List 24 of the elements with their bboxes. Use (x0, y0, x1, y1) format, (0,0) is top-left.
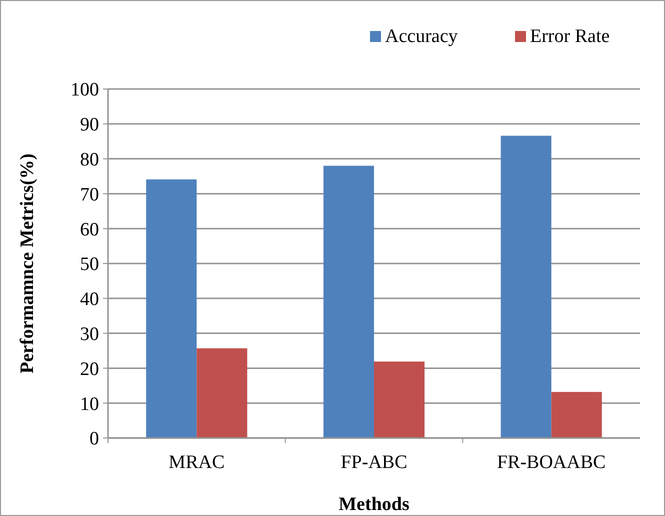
bar (500, 136, 552, 438)
y-tick-label: 90 (80, 114, 99, 136)
bar (196, 348, 248, 438)
legend-label: Error Rate (530, 26, 610, 47)
y-tick-label: 60 (80, 219, 99, 240)
x-axis-title: Methods (338, 494, 410, 515)
y-tick-label: 100 (70, 80, 99, 101)
y-tick-label: 0 (90, 428, 99, 450)
y-tick-label: 40 (80, 289, 99, 310)
y-tick-label: 10 (80, 394, 99, 415)
y-tick-label: 50 (80, 254, 99, 276)
x-tick-label: FR-BOAABC (496, 452, 606, 473)
y-tick-label: 20 (80, 358, 99, 380)
y-tick-label: 70 (80, 184, 99, 206)
y-axis-title: Performamnce Metrics(%) (17, 154, 38, 374)
x-tick-label: MRAC (168, 452, 225, 473)
legend-label: Accuracy (385, 26, 458, 47)
bar (551, 392, 602, 438)
bar (323, 166, 374, 438)
y-tick-label: 30 (80, 324, 99, 345)
bar (374, 362, 425, 438)
bar (146, 179, 197, 438)
y-tick-label: 80 (80, 149, 99, 170)
x-tick-label: FP-ABC (340, 452, 408, 473)
